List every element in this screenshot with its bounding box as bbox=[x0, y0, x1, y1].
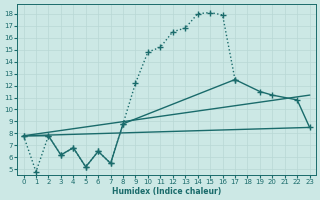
X-axis label: Humidex (Indice chaleur): Humidex (Indice chaleur) bbox=[112, 187, 221, 196]
